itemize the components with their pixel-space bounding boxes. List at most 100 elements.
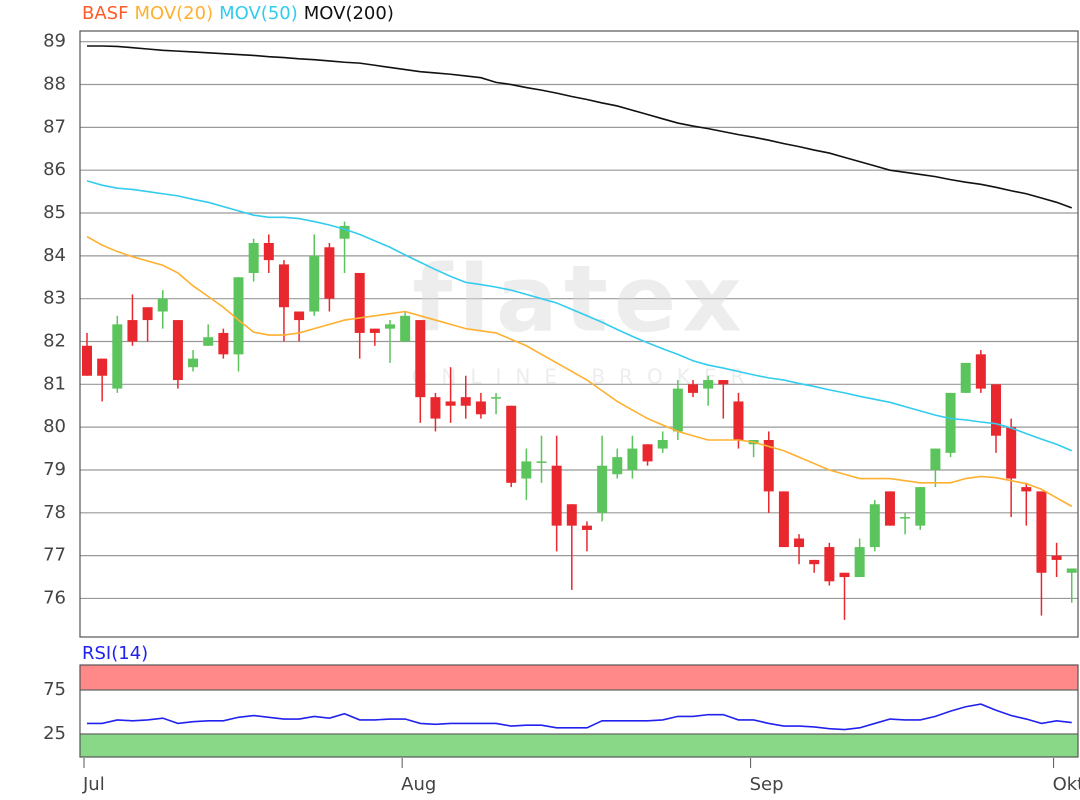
y-tick-label: 87 (43, 116, 66, 137)
y-tick-label: 83 (43, 288, 66, 309)
rsi-line (87, 703, 1072, 731)
y-tick-label: 79 (43, 459, 66, 480)
candle-body (778, 491, 789, 548)
candle-body (203, 337, 214, 346)
candle-body (400, 315, 411, 342)
candle-body (657, 439, 668, 449)
candle-body (506, 405, 517, 483)
legend-entry: BASF (82, 3, 128, 24)
candle-body (733, 401, 744, 440)
candle-body (991, 384, 1001, 436)
candle-body (930, 448, 941, 470)
candle-body (551, 465, 562, 526)
x-tick-label: Sep (750, 774, 784, 795)
candle-body (233, 277, 244, 355)
y-tick-label: 81 (43, 373, 66, 394)
candle-body (824, 547, 835, 582)
candle-body (718, 380, 729, 385)
candle-body (324, 247, 335, 299)
candle-body (263, 242, 274, 261)
candle-body (172, 320, 183, 381)
moving-average-line (86, 180, 1073, 452)
candle-body (309, 255, 320, 312)
oversold-band (80, 734, 1078, 757)
candle-body (597, 465, 608, 513)
candle-body (915, 487, 926, 526)
candle-body (839, 572, 850, 578)
candle-body (794, 538, 805, 548)
candle-body (1021, 487, 1032, 492)
y-tick-label: 84 (43, 245, 66, 266)
candle-body (975, 354, 986, 389)
candle-body (960, 362, 971, 393)
candle-body (82, 345, 92, 376)
candle-body (809, 559, 820, 565)
candle-body (1036, 491, 1047, 573)
candle-body (278, 264, 289, 308)
candle-body (385, 324, 395, 329)
y-tick-label: 76 (43, 587, 66, 608)
candle-body (566, 504, 577, 526)
candle-body (218, 332, 229, 355)
candle-body (294, 311, 305, 321)
candle-body (491, 397, 502, 399)
candle-body (627, 448, 638, 470)
y-tick-label: 85 (43, 202, 66, 223)
moving-average-line (86, 235, 1073, 508)
candle-body (248, 242, 259, 273)
candle-body (642, 444, 653, 462)
plot-border (79, 30, 1079, 638)
legend-entry: MOV(50) (219, 3, 298, 24)
x-tick-label: Jul (82, 774, 105, 795)
candle-body (521, 461, 532, 479)
candle-body (188, 358, 199, 368)
candle-body (763, 439, 774, 492)
y-tick-label: 78 (43, 502, 66, 523)
y-tick-label: 75 (43, 679, 66, 700)
y-tick-label: 89 (43, 31, 66, 52)
candle-body (142, 307, 153, 321)
candle-body (581, 525, 592, 530)
candle-body (945, 392, 956, 453)
candle-body (1066, 568, 1077, 573)
candle-body (854, 547, 865, 578)
y-tick-label: 77 (43, 545, 66, 566)
candle-body (900, 517, 911, 519)
candle-body (97, 358, 108, 376)
candle-body (884, 491, 895, 526)
watermark-brand: flatex (412, 245, 747, 352)
y-tick-label: 88 (43, 74, 66, 95)
x-tick-label: Aug (401, 774, 436, 795)
candle-body (460, 397, 471, 406)
candle-body (612, 457, 623, 475)
legend-entry: MOV(200) (304, 3, 394, 24)
candle-body (354, 272, 365, 333)
candle-body (688, 384, 698, 393)
candle-body (339, 225, 350, 239)
candle-body (1006, 427, 1017, 479)
legend-entry: RSI(14) (82, 643, 148, 664)
plot-border (79, 664, 1079, 758)
overbought-band (80, 665, 1078, 690)
candle-body (703, 380, 714, 389)
candle-body (112, 324, 123, 389)
y-tick-label: 25 (43, 723, 66, 744)
y-tick-label: 86 (43, 159, 66, 180)
candle-body (415, 320, 426, 398)
candle-body (445, 401, 456, 406)
y-tick-label: 80 (43, 416, 66, 437)
candle-body (1051, 555, 1062, 560)
watermark: flatex ONLINE BROKER (412, 245, 747, 388)
candle-body (127, 320, 138, 342)
legend-entry: MOV(20) (134, 3, 213, 24)
candle-body (369, 328, 380, 333)
candle-body (475, 401, 486, 415)
candle-body (672, 388, 683, 432)
y-tick-label: 82 (43, 330, 66, 351)
moving-average-line (87, 45, 1073, 209)
candle-body (157, 298, 168, 312)
candle-body (536, 461, 547, 463)
candle-body (869, 504, 880, 548)
